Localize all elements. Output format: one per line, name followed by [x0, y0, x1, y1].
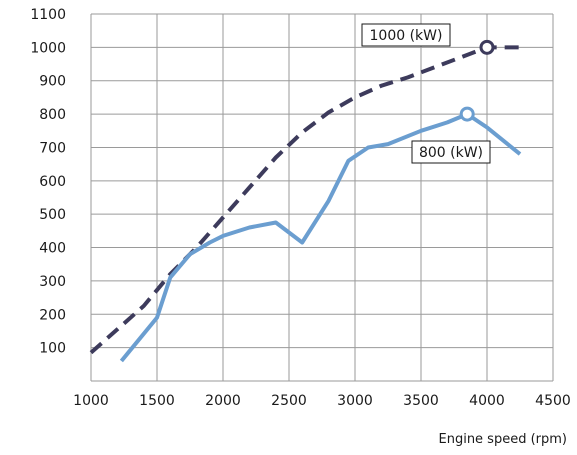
y-tick-label: 700 — [39, 140, 66, 156]
grid — [90, 13, 554, 382]
y-axis-ticks: 100 200 300 400 500 600 700 800 900 1000 1100 — [30, 7, 66, 357]
series-label-frame — [361, 23, 451, 47]
x-axis-ticks: 1000 1500 2000 2500 3000 3500 4000 4500 — [73, 393, 571, 409]
series-label-text: 1000 (kW) — [370, 28, 443, 44]
series-label-frame — [411, 140, 491, 164]
x-tick-label: 4000 — [469, 393, 505, 409]
y-tick-label: 1000 — [30, 40, 66, 56]
y-tick-label: 600 — [39, 174, 66, 190]
y-tick-label: 100 — [39, 341, 66, 357]
series-label-text: 800 (kW) — [419, 145, 483, 161]
series-label-box: 1000 (kW) — [361, 23, 451, 47]
x-axis-title: Engine speed (rpm) — [439, 432, 568, 447]
y-tick-label: 500 — [39, 207, 66, 223]
x-tick-label: 1000 — [73, 393, 109, 409]
series-label-box: 800 (kW) — [411, 140, 491, 164]
x-tick-label: 3000 — [337, 393, 373, 409]
series-marker-800kw — [459, 106, 475, 122]
y-tick-label: 800 — [39, 107, 66, 123]
series-layer — [89, 39, 522, 363]
y-tick-label: 300 — [39, 274, 66, 290]
x-tick-label: 1500 — [139, 393, 175, 409]
x-tick-label: 2000 — [205, 393, 241, 409]
x-tick-label: 4500 — [535, 393, 571, 409]
annotation-layer: 1000 (kW) 800 (kW) — [361, 23, 491, 164]
y-tick-label: 1100 — [30, 7, 66, 23]
y-tick-label: 900 — [39, 74, 66, 90]
y-tick-label: 200 — [39, 307, 66, 323]
series-marker-1000kw — [479, 39, 495, 55]
y-tick-label: 400 — [39, 241, 66, 257]
x-tick-label: 2500 — [271, 393, 307, 409]
series-line-1000kw — [89, 45, 520, 355]
x-tick-label: 3500 — [403, 393, 439, 409]
series-line-800kw — [119, 112, 522, 363]
